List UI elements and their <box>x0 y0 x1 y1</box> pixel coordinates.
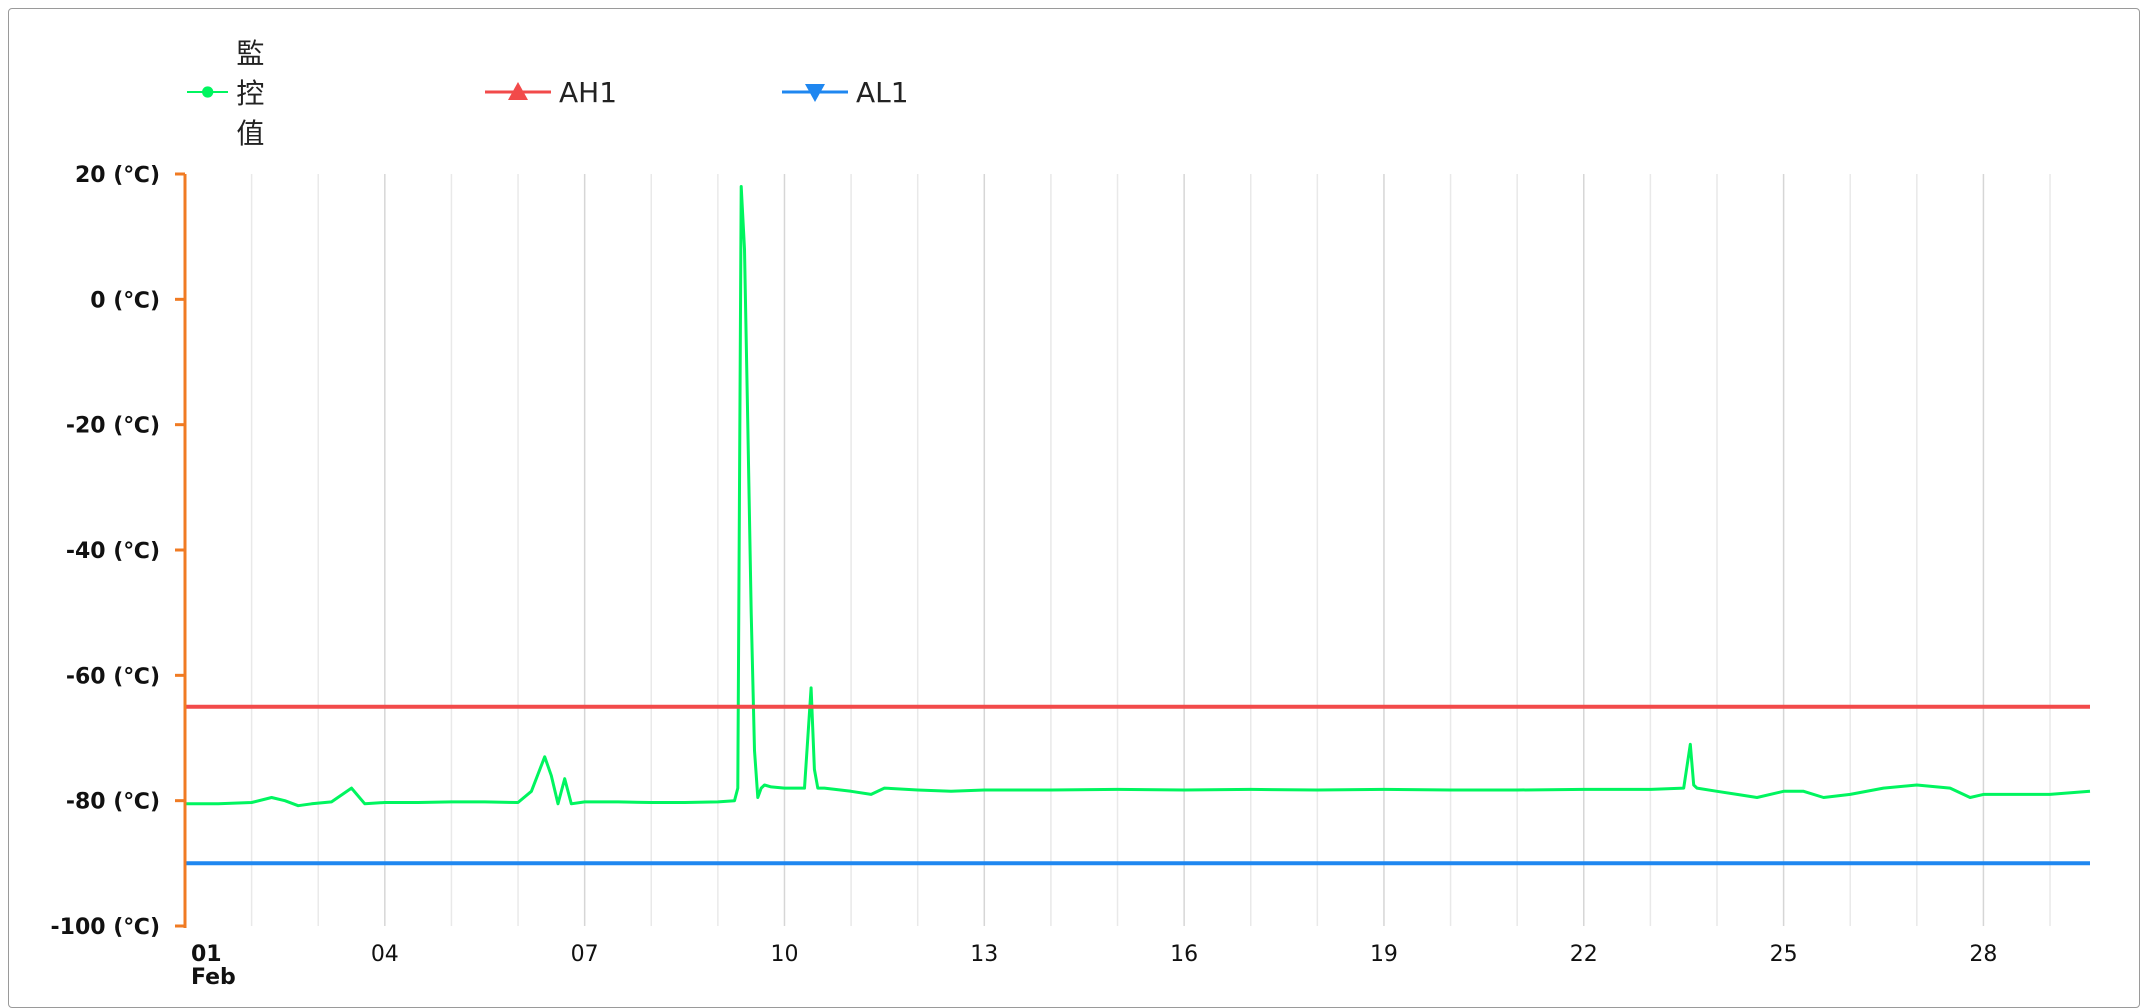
y-tick-label: 20 (℃) <box>75 163 160 188</box>
x-tick-label: 16 <box>1170 942 1198 967</box>
y-tick-label: -20 (℃) <box>66 414 160 439</box>
x-tick-sublabel: Feb <box>191 965 236 989</box>
x-tick-label: 04 <box>371 942 399 967</box>
legend-label: 監控值 <box>236 37 265 150</box>
legend-marker <box>202 86 214 98</box>
series-line-監控值 <box>185 185 2091 808</box>
grid-lines <box>250 174 2051 926</box>
y-tick-label: -60 (℃) <box>66 664 160 689</box>
legend-label: AL1 <box>856 75 909 109</box>
y-tick-label: -80 (℃) <box>66 790 160 815</box>
legend-item-monitor[interactable]: 監控值 <box>187 37 289 150</box>
legend-marker <box>508 82 528 100</box>
x-tick-label: 28 <box>1969 942 1997 967</box>
axes: 20 (℃) 0 (℃) -20 (℃) -40 (℃) -60 (℃) -80 (℃) -… <box>51 163 1998 989</box>
series-layer <box>185 185 2091 866</box>
x-tick-label: 01 <box>191 942 222 967</box>
x-tick-label: 07 <box>571 942 599 967</box>
x-tick-label: 22 <box>1570 942 1598 967</box>
circle-marker-icon <box>187 86 229 98</box>
legend-marker <box>805 84 825 102</box>
triangle-up-marker-icon <box>485 82 551 100</box>
y-tick-label: -100 (℃) <box>51 915 160 940</box>
triangle-down-marker-icon <box>782 84 848 102</box>
legend-item-al1[interactable]: AL1 <box>782 72 909 112</box>
legend-item-ah1[interactable]: AH1 <box>485 72 617 112</box>
y-tick-label: -40 (℃) <box>66 539 160 564</box>
chart-container <box>8 8 2140 1008</box>
x-tick-label: 19 <box>1370 942 1398 967</box>
y-tick-label: 0 (℃) <box>90 288 160 313</box>
x-tick-label: 13 <box>970 942 998 967</box>
x-tick-label: 10 <box>770 942 798 967</box>
legend-label: AH1 <box>559 75 618 109</box>
x-tick-label: 25 <box>1770 942 1798 967</box>
